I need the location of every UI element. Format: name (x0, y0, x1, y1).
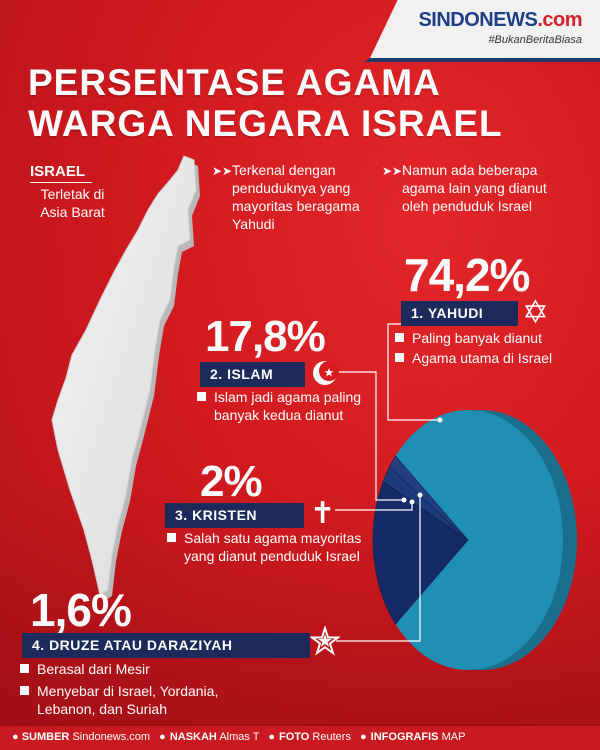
note-yahudi-2: Agama utama di Israel (395, 349, 555, 367)
druze-star-icon (310, 626, 340, 656)
note-druze-2: Menyebar di Israel, Yordania, Lebanon, d… (20, 682, 280, 718)
label-druze: 4. DRUZE ATAU DARAZIYAH (22, 633, 310, 658)
footer-foto-label: FOTO (279, 731, 310, 743)
leader-dot-yahudi (437, 417, 443, 423)
footer (0, 726, 600, 750)
intro-text-1-body: Terkenal dengan penduduknya yang mayorit… (232, 162, 360, 232)
leader-line-islam (336, 371, 404, 501)
leader-line-kristen (335, 502, 413, 511)
double-arrow-icon: ➤➤ (382, 164, 403, 178)
footer-credits: ● SUMBER Sindonews.com ● NASKAH Almas T ●… (12, 731, 466, 743)
label-yahudi: 1. YAHUDI (401, 301, 518, 326)
star-of-david-icon: ✡ (522, 294, 549, 330)
country-description: Terletak di Asia Barat (40, 186, 105, 220)
label-kristen: 3. KRISTEN (165, 503, 304, 528)
country-name: ISRAEL (30, 163, 86, 180)
double-arrow-icon: ➤➤ (212, 164, 233, 178)
leader-dot-islam (401, 497, 407, 503)
note-yahudi-1: Paling banyak dianut (395, 329, 542, 347)
label-islam: 2. ISLAM (200, 362, 305, 387)
brand-stripe (364, 58, 600, 62)
intro-text-1: ➤➤ Terkenal dengan penduduknya yang mayo… (212, 161, 402, 233)
note-kristen-1: Salah satu agama mayoritas yang dianut p… (167, 529, 387, 565)
pct-kristen: 2% (200, 457, 263, 506)
leader-dots (401, 417, 443, 505)
leader-dot-kristen (409, 499, 415, 505)
brand-logo[interactable]: SINDONEWS.com (418, 9, 582, 32)
footer-sumber: Sindonews.com (72, 731, 151, 743)
footer-naskah: Almas T (219, 731, 260, 743)
israel-map (51, 155, 200, 601)
footer-foto: Reuters (312, 731, 351, 743)
footer-sumber-label: SUMBER (21, 731, 70, 743)
cross-icon: ✝ (310, 497, 336, 530)
brand-name: SINDONEWS (418, 9, 538, 31)
pie-group (372, 410, 577, 670)
brand-banner (370, 0, 600, 58)
pct-druze: 1,6% (30, 584, 132, 636)
intro-text-2-body: Namun ada beberapa agama lain yang dianu… (402, 162, 547, 214)
title-line-2: WARGA NEGARA ISRAEL (28, 103, 503, 144)
brand-suffix: .com (537, 9, 582, 31)
crescent-moon-icon (313, 361, 339, 385)
pct-yahudi: 74,2% (404, 249, 530, 301)
note-islam-1: Islam jadi agama paling banyak kedua dia… (197, 388, 377, 424)
intro-text-2: ➤➤ Namun ada beberapa agama lain yang di… (382, 161, 572, 215)
leader-dot-druze (417, 492, 423, 498)
footer-infografis-label: INFOGRAFIS (370, 731, 439, 743)
pie-slice-druze (389, 455, 469, 541)
footer-infografis: MAP (441, 731, 466, 743)
footer-naskah-label: NASKAH (169, 731, 217, 743)
country-underline (30, 182, 92, 183)
brand-hashtag: #BukanBeritaBiasa (488, 34, 582, 46)
note-druze-1: Berasal dari Mesir (20, 660, 150, 678)
leader-lines (335, 323, 457, 642)
footer-line (0, 724, 600, 726)
title-line-1: PERSENTASE AGAMA (28, 62, 441, 103)
pct-islam: 17,8% (205, 312, 326, 361)
leader-line-druze (336, 495, 421, 642)
